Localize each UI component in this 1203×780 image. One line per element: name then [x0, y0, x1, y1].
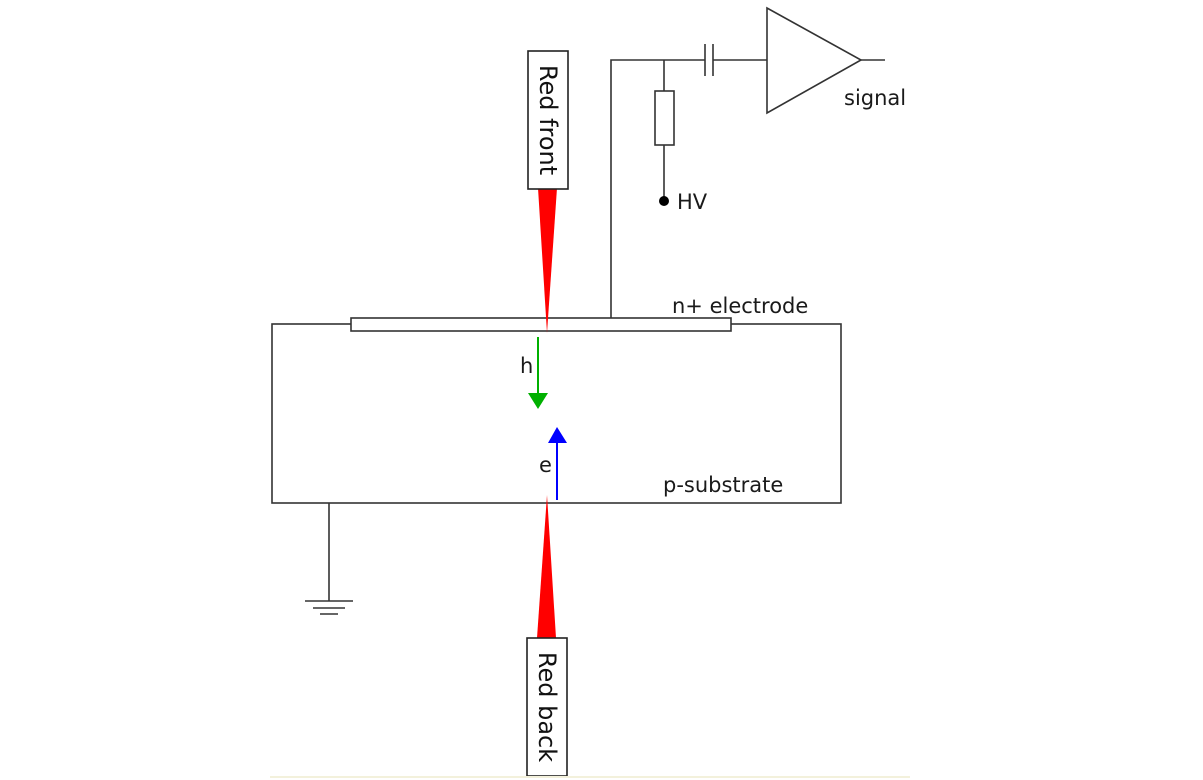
- readout-wire: [610, 59, 705, 318]
- electron-arrow-head: [548, 427, 567, 443]
- hole-arrow-head: [528, 393, 548, 409]
- front-laser-beam: [538, 188, 557, 333]
- signal-label: signal: [844, 86, 906, 110]
- red-front-label: Red front: [534, 65, 562, 175]
- electrode-label: n+ electrode: [672, 294, 808, 318]
- amplifier: [766, 6, 863, 115]
- bias-resistor: [654, 90, 675, 146]
- hv-node: [659, 196, 669, 206]
- hole-label: h: [520, 354, 533, 378]
- red-back-label: Red back: [533, 652, 561, 762]
- red-front-box: [527, 50, 569, 190]
- n-plus-electrode: [350, 317, 732, 332]
- hv-label: HV: [677, 190, 708, 214]
- back-laser-beam: [537, 495, 556, 638]
- electron-label: e: [539, 453, 552, 477]
- red-back-box: [526, 637, 568, 777]
- substrate-label: p-substrate: [663, 473, 783, 497]
